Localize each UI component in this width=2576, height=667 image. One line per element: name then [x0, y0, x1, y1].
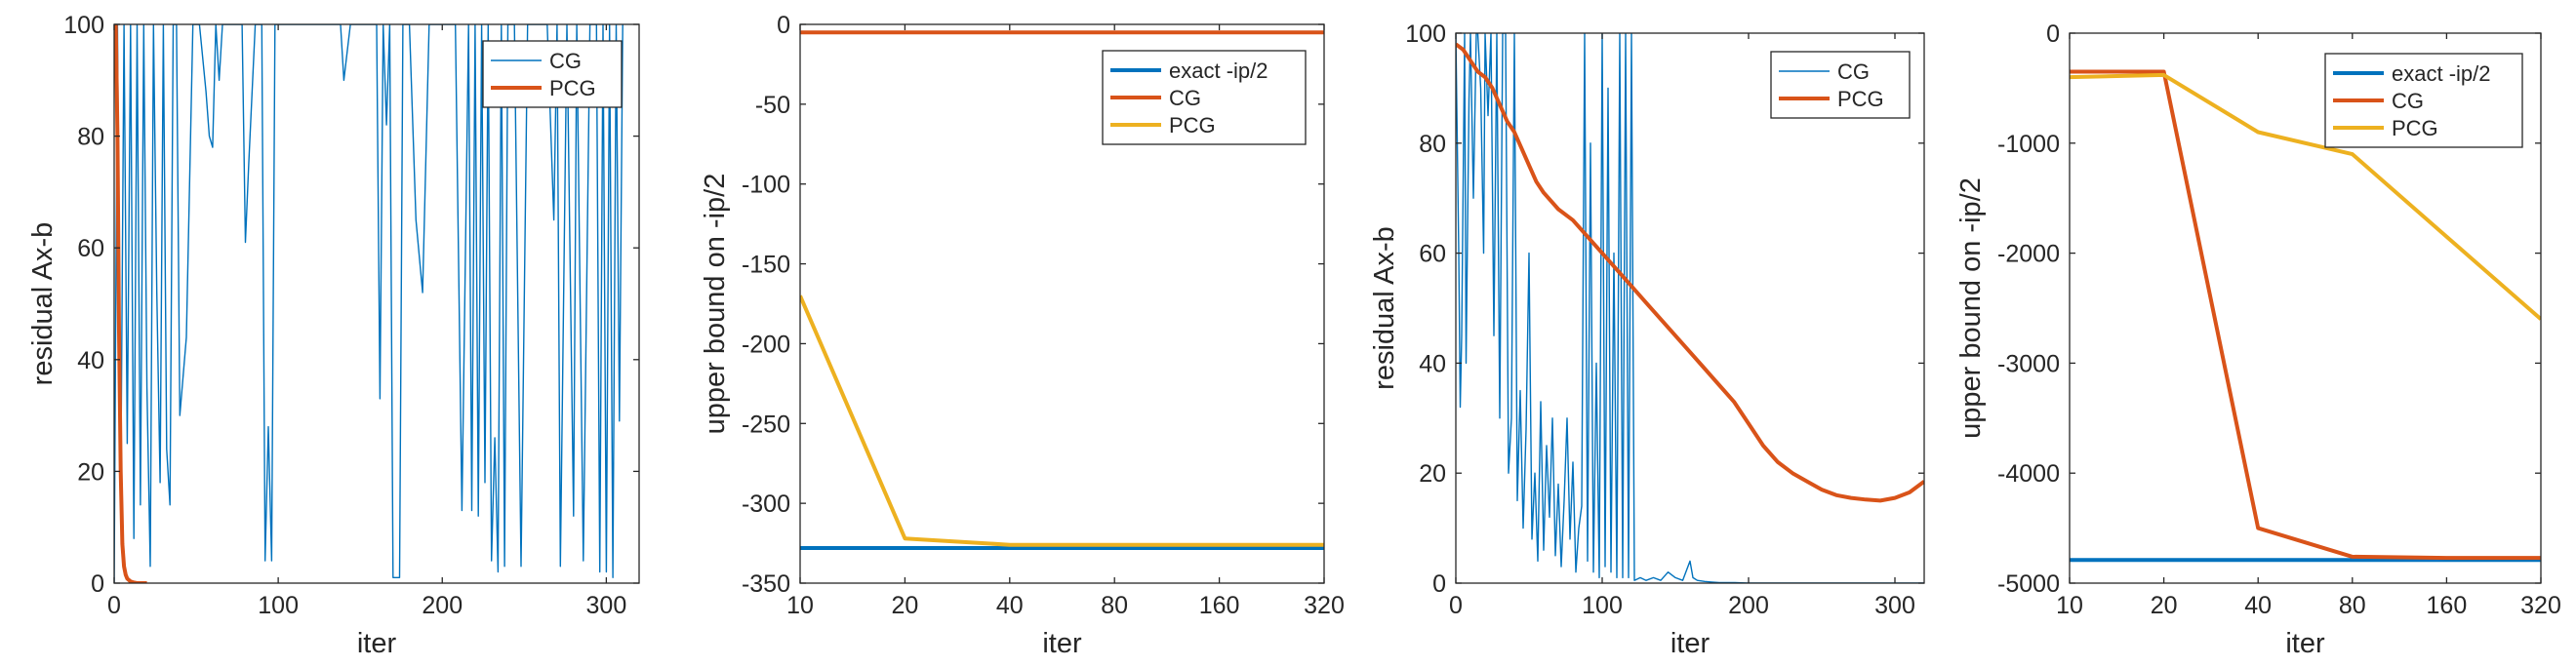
- y-tick-label: -300: [742, 490, 790, 518]
- chart-panel-2: 10 20 40 80 160 320 0 -50 -100 -150 -200 -250 -300 -3…: [700, 12, 1345, 659]
- series-line-pcg: [2070, 72, 2541, 321]
- y-tick-label: -100: [742, 172, 790, 199]
- y-axis-label: upper bound on -ip/2: [700, 174, 731, 435]
- series-group: [2070, 69, 2541, 563]
- y-tick-label: -250: [742, 411, 790, 438]
- x-tick-label: 20: [2151, 592, 2178, 619]
- y-tick-label: 60: [1419, 241, 1446, 268]
- legend: exact -ip/2 CG PCG: [1102, 50, 1307, 145]
- y-tick-label: 40: [77, 347, 104, 374]
- y-axis-label: upper bound on -ip/2: [1955, 177, 1987, 439]
- y-axis-label: residual Ax-b: [1369, 226, 1400, 390]
- x-axis-label: iter: [1042, 628, 1082, 659]
- y-tick-label: 80: [77, 124, 104, 151]
- y-axis-label: residual Ax-b: [27, 222, 59, 386]
- legend: exact -ip/2 CG PCG: [2324, 53, 2523, 148]
- x-tick-label: 10: [2056, 592, 2083, 619]
- x-tick-label: 20: [891, 592, 918, 619]
- y-tick-label: 20: [1419, 460, 1446, 488]
- legend: CG PCG: [1770, 51, 1911, 119]
- series-group: [1456, 33, 1924, 583]
- axes-box: [799, 23, 1325, 584]
- x-tick-label: 160: [2427, 592, 2468, 619]
- y-tick-label: -5000: [1997, 570, 2060, 598]
- series-line-pcg: [1456, 42, 1924, 503]
- y-tick-label: 0: [91, 570, 104, 598]
- legend-entry-label: PCG: [1169, 113, 1216, 137]
- x-tick-label: 300: [586, 592, 627, 619]
- y-tick-label: 100: [63, 12, 104, 39]
- legend-entry-label: CG: [549, 49, 582, 73]
- x-tick-label: 40: [2244, 592, 2272, 619]
- y-tick-label: 20: [77, 458, 104, 486]
- legend-entry-label: PCG: [1837, 87, 1884, 111]
- x-tick-label: 80: [2339, 592, 2366, 619]
- axes-box: [1455, 32, 1925, 584]
- legend-entry-label: PCG: [2392, 116, 2438, 140]
- y-tick-label: -2000: [1997, 241, 2060, 268]
- x-tick-label: 10: [786, 592, 814, 619]
- plot-area: [114, 24, 639, 583]
- series-line-cg: [2070, 69, 2541, 561]
- y-tick-label: -4000: [1997, 460, 2060, 488]
- x-tick-label: 40: [996, 592, 1024, 619]
- y-tick-label: 100: [1405, 20, 1446, 48]
- x-axis-label: iter: [2285, 628, 2325, 659]
- axes-box: [2069, 32, 2542, 584]
- axes-box: [113, 23, 640, 584]
- chart-panel-3: 0 100 200 300 0 20 40 60 80 100 iter residual Ax-b C…: [1369, 20, 1925, 659]
- y-tick-label: 40: [1419, 350, 1446, 377]
- y-tick-label: -3000: [1997, 350, 2060, 377]
- x-tick-label: 80: [1101, 592, 1128, 619]
- legend-box: [1770, 51, 1911, 119]
- x-tick-label: 100: [258, 592, 299, 619]
- y-tick-label: 60: [77, 235, 104, 262]
- legend-entry-label: CG: [2392, 89, 2424, 113]
- x-tick-label: 0: [1449, 592, 1463, 619]
- x-tick-label: 320: [2520, 592, 2561, 619]
- x-tick-label: 160: [1199, 592, 1240, 619]
- x-tick-label: 320: [1304, 592, 1345, 619]
- legend-entry-label: CG: [1837, 59, 1870, 84]
- y-tick-label: -150: [742, 252, 790, 279]
- series-group: [800, 30, 1324, 550]
- legend-entry-label: PCG: [549, 76, 596, 100]
- y-tick-label: -200: [742, 331, 790, 358]
- series-line-pcg: [800, 294, 1324, 547]
- x-axis-label: iter: [357, 628, 397, 659]
- y-tick-label: -1000: [1997, 131, 2060, 158]
- x-tick-label: 0: [107, 592, 121, 619]
- y-tick-label: 80: [1419, 131, 1446, 158]
- legend-entry-label: exact -ip/2: [2392, 61, 2491, 86]
- chart-panel-4: 10 20 40 80 160 320 0 -1000 -2000 -3000 -4000 -5000…: [1955, 20, 2561, 659]
- y-tick-label: 0: [1432, 570, 1446, 598]
- legend: CG PCG: [482, 40, 623, 108]
- legend-entry-label: CG: [1169, 86, 1201, 110]
- x-tick-label: 200: [422, 592, 463, 619]
- x-axis-label: iter: [1670, 628, 1711, 659]
- y-tick-label: -350: [742, 570, 790, 598]
- y-tick-label: -50: [755, 92, 790, 119]
- series-line-cg: [1456, 33, 1924, 583]
- chart-panel-1: 0 100 200 300 0 20 40 60 80 100 iter residual Ax-b C…: [27, 12, 640, 659]
- x-tick-label: 200: [1728, 592, 1769, 619]
- y-tick-label: 0: [2046, 20, 2060, 48]
- legend-box: [482, 40, 623, 108]
- x-tick-label: 100: [1582, 592, 1623, 619]
- series-line-cg: [114, 24, 624, 583]
- x-tick-label: 300: [1874, 592, 1915, 619]
- legend-entry-label: exact -ip/2: [1169, 59, 1268, 83]
- y-tick-label: 0: [777, 12, 790, 39]
